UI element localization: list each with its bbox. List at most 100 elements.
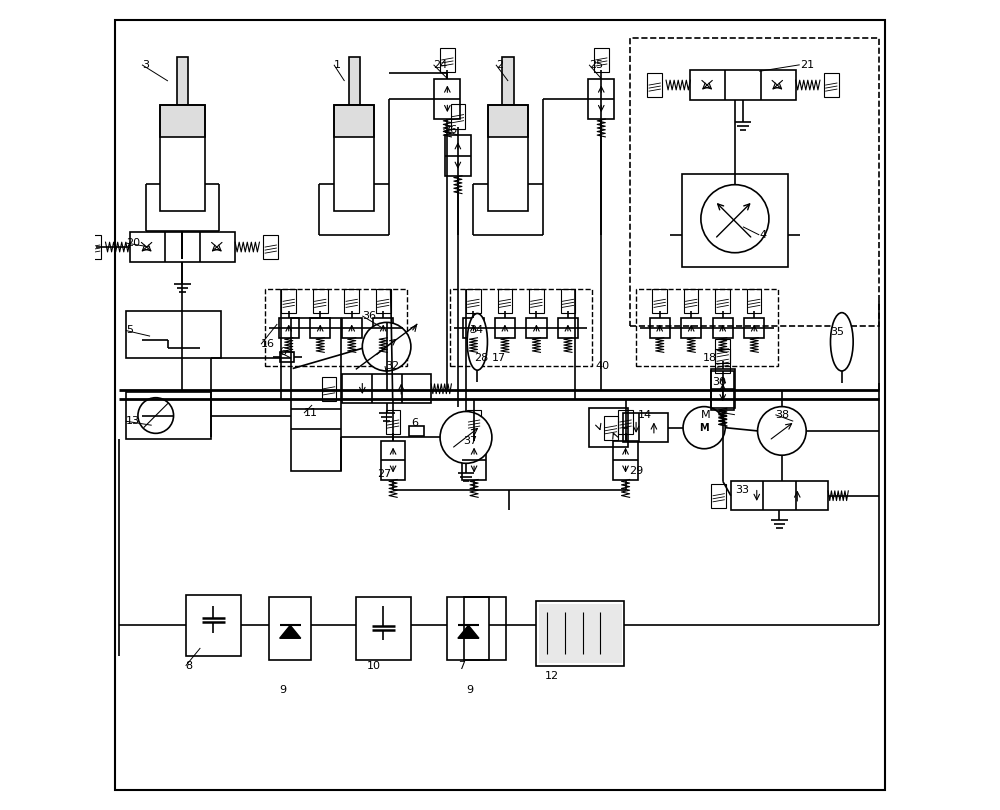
Bar	[713, 318, 733, 338]
Text: 29: 29	[630, 467, 644, 476]
Bar	[386, 410, 400, 434]
Bar	[447, 597, 489, 660]
Ellipse shape	[467, 313, 487, 370]
Bar	[744, 318, 764, 338]
Bar	[529, 289, 544, 313]
Text: 40: 40	[596, 361, 610, 371]
Bar	[594, 48, 609, 72]
Text: 14: 14	[638, 410, 652, 420]
Bar	[498, 289, 512, 313]
Text: 20: 20	[126, 238, 140, 248]
Bar	[747, 289, 761, 313]
Text: 32: 32	[385, 361, 399, 371]
Bar	[711, 371, 734, 410]
Bar	[269, 597, 311, 660]
Bar	[467, 410, 481, 434]
Bar	[684, 289, 698, 313]
Bar	[160, 105, 205, 211]
Text: 6: 6	[411, 418, 418, 428]
Text: 1: 1	[334, 60, 341, 70]
Bar	[445, 135, 471, 176]
Bar	[373, 318, 393, 338]
Bar	[186, 595, 241, 656]
Bar	[263, 235, 278, 259]
Text: 17: 17	[492, 353, 506, 363]
Polygon shape	[458, 625, 479, 638]
Text: 38: 38	[775, 410, 790, 420]
Bar	[279, 318, 299, 338]
Bar	[450, 289, 592, 366]
Circle shape	[138, 398, 174, 433]
Circle shape	[440, 411, 492, 463]
Bar	[466, 289, 481, 313]
Bar	[451, 104, 465, 129]
Bar	[349, 57, 360, 105]
Text: 11: 11	[304, 408, 318, 418]
Text: 25: 25	[589, 60, 603, 70]
Bar	[731, 481, 828, 510]
Text: 18: 18	[702, 353, 717, 363]
Bar	[462, 441, 486, 480]
Text: M: M	[701, 410, 711, 420]
Bar	[464, 597, 506, 660]
Bar	[682, 174, 788, 267]
Bar	[409, 426, 424, 436]
Bar	[623, 413, 668, 442]
Bar	[589, 408, 628, 447]
Polygon shape	[280, 625, 301, 638]
Bar	[502, 57, 514, 105]
Bar	[322, 377, 336, 401]
Bar	[356, 597, 411, 660]
Text: 34: 34	[469, 326, 483, 335]
Text: 7: 7	[458, 661, 465, 671]
Bar	[824, 73, 839, 97]
Bar	[126, 392, 211, 439]
Bar	[715, 349, 730, 373]
Bar	[434, 79, 460, 119]
Bar	[310, 318, 330, 338]
Bar	[613, 441, 638, 480]
Text: 10: 10	[366, 661, 380, 671]
Bar	[280, 352, 294, 362]
Bar	[630, 38, 879, 326]
Bar	[690, 70, 796, 100]
Bar	[376, 289, 391, 313]
Text: M: M	[699, 423, 709, 433]
Bar	[636, 289, 778, 366]
Text: 6: 6	[280, 347, 287, 357]
Text: 37: 37	[464, 437, 478, 446]
Bar	[130, 232, 235, 262]
Bar	[160, 105, 205, 137]
Bar	[618, 410, 633, 434]
Bar	[177, 57, 188, 105]
Bar	[381, 441, 405, 480]
Text: 26: 26	[443, 125, 457, 134]
Circle shape	[683, 407, 725, 449]
Bar	[715, 339, 730, 363]
Text: 2: 2	[496, 60, 503, 70]
Bar	[711, 484, 726, 508]
Bar	[536, 601, 624, 666]
Text: 9: 9	[280, 685, 287, 695]
Bar	[681, 318, 701, 338]
Bar	[440, 48, 455, 72]
Bar	[561, 289, 575, 313]
Bar	[495, 318, 515, 338]
Bar	[558, 318, 578, 338]
Text: 16: 16	[261, 339, 275, 349]
Bar	[342, 318, 362, 338]
Bar	[488, 105, 528, 211]
Bar	[87, 235, 101, 259]
Text: 33: 33	[735, 485, 749, 495]
Circle shape	[758, 407, 806, 455]
Bar	[652, 289, 667, 313]
Bar	[526, 318, 547, 338]
Bar	[313, 289, 328, 313]
Bar	[604, 416, 618, 440]
Bar	[647, 73, 662, 97]
Bar	[539, 604, 622, 663]
Text: 12: 12	[545, 671, 559, 681]
Circle shape	[701, 185, 769, 253]
Bar	[650, 318, 670, 338]
Text: 27: 27	[377, 469, 391, 479]
